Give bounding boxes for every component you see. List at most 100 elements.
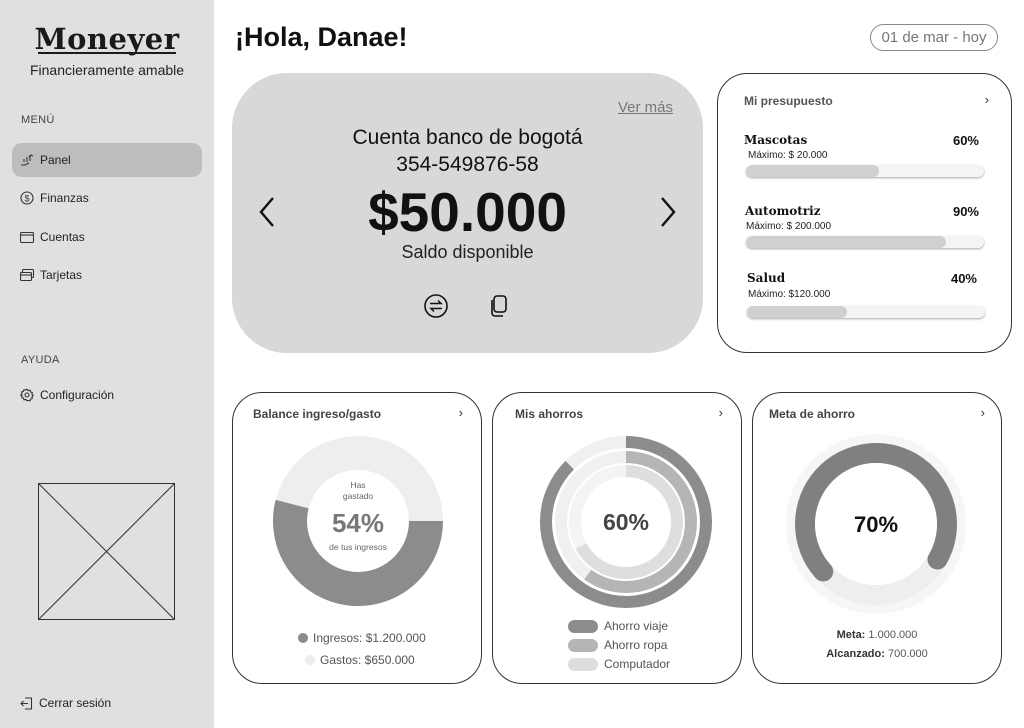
logout-label: Cerrar sesión [39,696,112,710]
ring-ahorro-viaje [540,436,712,608]
sidebar-item-label: Tarjetas [40,268,83,282]
logout-icon [20,696,33,710]
goal-target: Meta: 1.000.000 [753,629,1001,641]
tagline: Financieramente amable [29,62,185,78]
legend-swatch [568,619,598,633]
sidebar-item-panel[interactable]: Panel [12,143,202,177]
balance-spent-arc [273,499,443,606]
goal-donut-chart: 70% [786,434,966,614]
savings-goal-card: Meta de ahorro › 70% Meta: 1.000.000 Alc… [752,392,1002,684]
account-number: 354-549876-58 [396,153,539,176]
app-logo[interactable]: Moneyer [34,22,180,56]
goal-reached-value: 700.000 [887,648,928,660]
balance-donut-chart: Has gastado 54% de tus ingresos [273,436,443,606]
legend-swatch [305,655,315,665]
folder-icon [20,230,34,244]
sidebar-item-label: Panel [40,153,71,167]
goal-progress-arc [795,443,957,582]
legend-label: Ingresos: $1.200.000 [313,631,426,645]
sidebar-item-tarjetas[interactable]: Tarjetas [12,258,202,292]
sidebar-item-label: Configuración [40,388,115,402]
cards-icon [20,268,34,282]
sidebar-item-configuracion[interactable]: Configuración [12,378,202,412]
legend-ahorro-ropa: Ahorro ropa [568,638,667,652]
balance-title: Balance ingreso/gasto [253,407,382,421]
logo-underline [38,52,176,54]
goal-center-value: 70% [854,512,898,537]
budget-item-percent: 40% [950,271,977,286]
sidebar-item-label: Finanzas [40,191,89,205]
gear-icon [20,388,34,402]
legend-swatch [568,638,598,652]
goal-chevron-right-icon[interactable]: › [980,405,985,420]
budget-progress-fill [746,165,880,177]
copy-icon[interactable] [486,293,512,319]
budget-chevron-right-icon[interactable]: › [984,92,989,107]
budget-item-percent: 60% [952,133,979,148]
budget-progress-bar [746,236,984,248]
budget-item-percent: 90% [952,204,979,219]
budget-card: Mi presupuesto › Mascotas 60% Máximo: $ … [717,73,1012,353]
goal-reached: Alcanzado: 700.000 [753,648,1001,660]
legend-computador: Computador [568,657,670,671]
account-card: Ver más Cuenta banco de bogotá 354-54987… [232,73,703,353]
menu-section-label: MENÚ [21,114,55,126]
balance-card: Balance ingreso/gasto › Has gastado 54% d… [232,392,482,684]
budget-item-max: Máximo: $120.000 [748,289,831,300]
savings-title: Mis ahorros [515,407,584,421]
legend-label: Ahorro viaje [604,619,669,633]
savings-center-value: 60% [603,509,649,535]
legend-swatch [568,657,598,671]
sidebar: Moneyer Financieramente amable MENÚ Pane… [0,0,214,728]
goal-reached-key: Alcanzado: [826,648,885,660]
goal-title: Meta de ahorro [769,407,856,421]
savings-chevron-right-icon[interactable]: › [718,405,723,420]
svg-text:$: $ [24,194,29,204]
available-balance: $50.000 [368,181,567,243]
legend-label: Gastos: $650.000 [320,653,415,667]
goal-target-value: 1.000.000 [868,629,918,641]
sidebar-item-label: Cuentas [40,230,85,244]
budget-progress-bar [747,306,985,318]
balance-label: Saldo disponible [401,242,534,262]
legend-label: Ahorro ropa [604,638,668,652]
help-section-label: AYUDA [21,354,60,366]
legend-label: Computador [604,657,671,671]
previous-account-icon[interactable] [256,195,280,229]
legend-ahorro-viaje: Ahorro viaje [568,619,668,633]
budget-progress-fill [746,236,946,248]
budget-title: Mi presupuesto [744,94,833,108]
sidebar-item-finanzas[interactable]: $ Finanzas [12,181,202,215]
chart-hand-icon [20,153,34,167]
page-title: ¡Hola, Danae! [235,22,408,52]
balance-chevron-right-icon[interactable]: › [458,405,463,420]
see-more-link[interactable]: Ver más [617,99,673,116]
balance-center-top: Has gastado [343,480,374,501]
dollar-circle-icon: $ [20,191,34,205]
balance-center-bottom: de tus ingresos [329,542,387,552]
legend-ingresos: Ingresos: $1.200.000 [298,631,426,645]
budget-progress-bar [746,165,984,177]
transfer-icon[interactable] [423,293,449,319]
legend-swatch [298,633,308,643]
sidebar-item-cuentas[interactable]: Cuentas [12,220,202,254]
savings-rings-chart: 60% [540,436,712,608]
budget-item-name: Mascotas [744,133,808,147]
logout-button[interactable]: Cerrar sesión [20,696,111,710]
budget-item-name: Salud [747,271,786,285]
ring-computador [569,465,683,579]
budget-item-name: Automotriz [745,204,821,218]
legend-gastos: Gastos: $650.000 [305,653,415,667]
budget-progress-fill [747,306,847,318]
date-range-selector[interactable]: 01 de mar - hoy [870,24,998,51]
bank-account-name: Cuenta banco de bogotá [352,126,583,149]
budget-item-max: Máximo: $ 200.000 [746,221,832,232]
image-placeholder [38,483,175,620]
goal-target-key: Meta: [836,629,866,641]
goal-donut-center [815,463,937,585]
savings-card: Mis ahorros › 60% Ahorro viaje Ahorro ro… [492,392,742,684]
ring-ahorro-ropa [555,451,697,593]
budget-item-max: Máximo: $ 20.000 [748,150,828,161]
balance-center-value: 54% [332,508,384,538]
next-account-icon[interactable] [655,195,679,229]
